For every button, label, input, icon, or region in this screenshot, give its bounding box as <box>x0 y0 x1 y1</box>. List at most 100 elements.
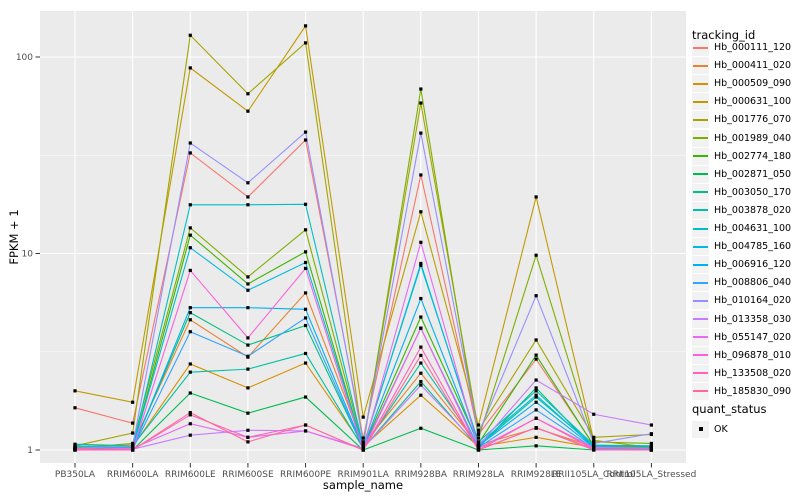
data-point <box>476 436 481 440</box>
data-point <box>73 448 77 452</box>
legend-entry: Hb_000509_090 <box>692 75 791 93</box>
data-point <box>131 421 135 425</box>
x-tick-label: RRII105LA_Stressed <box>607 470 697 480</box>
data-point <box>188 66 192 70</box>
data-point <box>188 370 192 374</box>
legend-entry-label: Hb_010164_020 <box>714 295 792 307</box>
data-point <box>188 391 192 395</box>
legend-key <box>692 274 709 292</box>
legend-entry: Hb_000631_100 <box>692 93 791 111</box>
y-tick-label: 10 <box>22 250 34 260</box>
data-point <box>246 343 250 347</box>
data-point <box>534 357 538 361</box>
data-point <box>534 195 538 199</box>
data-point <box>303 138 308 142</box>
data-point <box>246 336 250 340</box>
data-point <box>303 24 308 28</box>
data-point <box>246 428 250 432</box>
legend-entry-label: Hb_003878_020 <box>714 204 792 216</box>
data-point <box>73 444 77 448</box>
legend-entry: Hb_003050_170 <box>692 183 791 201</box>
data-point <box>73 442 77 446</box>
data-point <box>188 151 192 155</box>
legend-entry: Hb_004631_100 <box>692 220 791 238</box>
legend-key <box>692 328 709 346</box>
legend-entry-label: Hb_000111_120 <box>714 42 792 53</box>
data-points <box>73 24 653 452</box>
data-point <box>534 386 538 390</box>
data-point <box>534 435 538 439</box>
data-point <box>534 393 538 397</box>
legend-key <box>692 201 709 219</box>
data-point <box>188 433 192 437</box>
data-point <box>188 226 192 230</box>
legend-entry: Hb_002774_180 <box>692 147 791 165</box>
legend-key <box>692 292 709 310</box>
data-point <box>649 446 653 450</box>
legend-key <box>692 75 709 93</box>
line-swatch-icon <box>693 227 708 230</box>
data-point <box>649 444 653 448</box>
data-point <box>303 429 308 433</box>
data-point <box>592 447 596 451</box>
legend-key <box>692 310 709 328</box>
line-swatch-icon <box>693 263 708 266</box>
data-point <box>476 444 481 448</box>
line-swatch-icon <box>693 46 708 49</box>
legend-entry: Hb_002871_050 <box>692 165 791 183</box>
legend-entry-label: Hb_003050_170 <box>714 186 792 198</box>
data-point <box>649 441 653 446</box>
data-point <box>303 266 308 270</box>
legend-entry-label: Hb_004785_160 <box>714 241 792 253</box>
legend-key <box>692 220 709 237</box>
x-tick-label: RRIM600SE <box>222 470 274 480</box>
data-point <box>303 423 308 427</box>
data-point <box>534 338 538 342</box>
legend-entry: Hb_096878_010 <box>692 346 791 364</box>
x-tick-label: RRIM600LA <box>107 470 159 480</box>
data-point <box>534 426 538 430</box>
legend-key <box>692 147 709 165</box>
data-point <box>246 411 250 415</box>
x-tick-label: RRII105LA_Control <box>552 470 635 480</box>
quant-status-label: OK <box>714 423 728 435</box>
data-point <box>592 435 596 439</box>
legend-quant-entry: OK <box>692 420 728 438</box>
legend-key <box>692 93 709 111</box>
data-point <box>303 316 308 320</box>
data-point <box>476 432 481 436</box>
line-swatch-icon <box>693 281 708 284</box>
data-point <box>419 263 423 267</box>
legend-entry-label: Hb_185830_090 <box>714 385 792 397</box>
data-point <box>534 294 538 298</box>
data-point <box>419 345 423 349</box>
legend-key <box>692 57 709 75</box>
data-point <box>649 448 653 452</box>
data-point <box>361 448 365 452</box>
x-tick-label: RRIM928LE <box>511 470 562 480</box>
data-point <box>246 440 250 444</box>
data-point <box>188 318 192 322</box>
data-point <box>419 210 423 214</box>
data-point <box>303 351 308 356</box>
data-point <box>592 445 596 450</box>
data-point <box>476 448 481 452</box>
legend-entry-label: Hb_000509_090 <box>714 78 792 90</box>
line-swatch-icon <box>693 245 708 248</box>
data-point <box>246 203 250 207</box>
data-point <box>649 423 653 427</box>
line-swatch-icon <box>693 299 708 302</box>
axes: PB350LA RRIM600LA RRIM600LE RRIM600SE RRIM60… <box>16 53 696 480</box>
data-point <box>592 441 596 446</box>
line-swatch-icon <box>693 318 708 320</box>
data-point <box>188 362 192 366</box>
legend-entry: Hb_010164_020 <box>692 292 791 310</box>
line-swatch-icon <box>693 336 708 339</box>
data-point <box>303 361 308 365</box>
data-point <box>534 389 538 393</box>
data-point <box>188 306 192 310</box>
data-point <box>131 400 135 404</box>
data-point <box>419 361 423 365</box>
legend-entry-label: Hb_133508_020 <box>714 367 792 379</box>
